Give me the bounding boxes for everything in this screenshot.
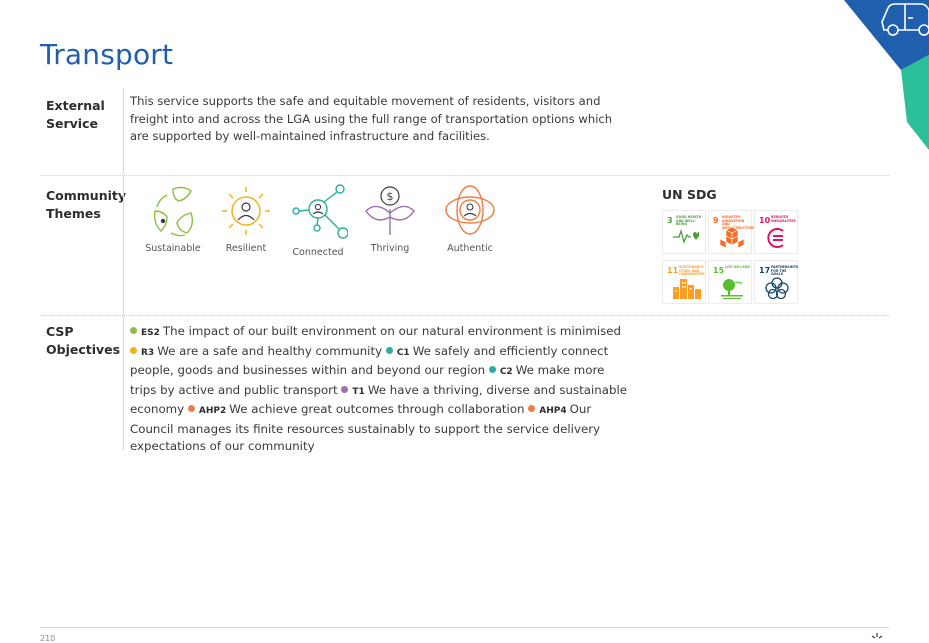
theme-label: Authentic: [447, 243, 493, 254]
label-line: Themes: [46, 205, 101, 221]
objective-code: T1: [352, 386, 365, 397]
sdg-number: 3: [667, 216, 673, 225]
theme-label: Thriving: [370, 243, 410, 254]
column-divider: [123, 88, 124, 175]
sdg-text: GOOD HEALTH AND WELL-BEING: [676, 215, 702, 227]
sdg-tile-11: 11 SUSTAINABLE CITIES AND COMMUNITIES: [662, 260, 706, 304]
theme-resilient: Resilient: [211, 183, 281, 254]
objective-text: The impact of our built environment on o…: [162, 324, 622, 338]
objective-text: Our Council manages its finite resources…: [130, 402, 601, 453]
un-sdg-grid: 3 GOOD HEALTH AND WELL-BEING 9 INDUSTRY,…: [662, 210, 800, 306]
sdg-tile-15: 15 LIFE ON LAND: [708, 260, 752, 304]
theme-label: Sustainable: [145, 243, 201, 254]
theme-label: Resilient: [225, 243, 267, 254]
objective-text: We make more trips by active and public …: [130, 363, 605, 397]
objective-code: C1: [396, 347, 410, 358]
csp-objective-r3: R3 We are a safe and healthy community: [130, 344, 382, 358]
objective-code: ES2: [141, 328, 160, 338]
sdg-text: REDUCED INEQUALITIES: [771, 215, 796, 223]
equals-circle-icon: [767, 228, 784, 248]
rings-icon: [765, 277, 789, 299]
sdg-number: 10: [759, 216, 771, 225]
sdg-tile-17: 17 PARTNERSHIPS FOR THE GOALS: [754, 260, 798, 304]
community-themes-label: Community Themes: [46, 187, 126, 222]
row-divider: [40, 175, 889, 176]
page-number: 210: [40, 634, 56, 643]
community-themes: Sustainable Resilient: [138, 183, 518, 263]
theme-connected: Connected: [283, 183, 353, 258]
row-divider: [40, 315, 889, 316]
cubes-icon: [719, 227, 745, 249]
sdg-tile-3: 3 GOOD HEALTH AND WELL-BEING: [662, 210, 706, 254]
sdg-number: 11: [667, 266, 679, 275]
column-divider: [123, 316, 124, 450]
orbit-person-icon: [445, 185, 495, 235]
label-line: CSP: [46, 324, 74, 339]
sdg-text: LIFE ON LAND: [725, 265, 750, 269]
buildings-icon: [673, 279, 701, 299]
page-title: Transport: [40, 38, 174, 71]
footer-divider: [40, 627, 889, 628]
objective-code: AHP4: [539, 406, 567, 416]
csp-objective-ahp4: AHP4 Our Council manages its finite resou…: [130, 402, 600, 453]
sdg-text: SUSTAINABLE CITIES AND COMMUNITIES: [679, 265, 705, 277]
network-person-icon: [292, 184, 348, 239]
sdg-text: PARTNERSHIPS FOR THE GOALS: [771, 265, 799, 277]
objective-dot: [488, 366, 496, 373]
theme-authentic: Authentic: [435, 183, 505, 254]
sdg-text: INDUSTRY, INNOVATION AND INFRASTRUCTURE: [722, 215, 755, 230]
objective-text: We safely and efficiently connect people…: [130, 343, 609, 378]
sdg-number: 17: [759, 266, 771, 275]
csp-objective-es2: ES2 The impact of our built environment o…: [130, 324, 621, 338]
sdg-tile-9: 9 INDUSTRY, INNOVATION AND INFRASTRUCTUR…: [708, 210, 755, 254]
external-service-label: External Service: [46, 97, 105, 132]
objective-dot: [130, 346, 137, 354]
heartbeat-icon: [673, 228, 699, 244]
csp-objective-c1: C1 We safely and efficiently connect peop…: [130, 344, 608, 378]
corner-decoration: [844, 0, 929, 150]
objective-dot: [187, 405, 195, 412]
objective-dot: [130, 327, 137, 334]
theme-sustainable: Sustainable: [138, 183, 208, 254]
leaf-recycle-icon: [153, 186, 194, 237]
objective-dot: [341, 385, 349, 393]
label-line: Community: [46, 188, 127, 203]
dollar-plant-icon: $: [365, 186, 415, 235]
theme-thriving: $ Thriving: [355, 183, 425, 254]
logo-mark-icon: [871, 633, 883, 639]
objective-code: AHP2: [198, 406, 227, 416]
objective-code: C2: [499, 367, 513, 377]
label-line: Objectives: [46, 341, 121, 357]
svg-text:$: $: [387, 190, 394, 203]
objective-dot: [528, 405, 536, 412]
csp-objective-c2: C2 We make more trips by active and publi…: [130, 363, 604, 397]
theme-label: Connected: [292, 247, 344, 258]
sdg-number: 9: [713, 216, 719, 225]
objective-text: We have a thriving, diverse and sustaina…: [130, 382, 628, 417]
csp-objectives-list: ES2 The impact of our built environment o…: [130, 323, 630, 456]
sdg-number: 15: [713, 266, 725, 275]
csp-objective-ahp2: AHP2 We achieve great outcomes through co…: [187, 402, 525, 416]
objective-text: We achieve great outcomes through collab…: [229, 402, 525, 416]
column-divider: [123, 176, 124, 316]
label-line: Service: [46, 115, 98, 131]
un-sdg-title: UN SDG: [662, 187, 717, 202]
objective-text: We are a safe and healthy community: [157, 343, 383, 358]
sun-person-icon: [222, 187, 270, 235]
csp-objective-t1: T1 We have a thriving, diverse and sustai…: [130, 383, 627, 417]
external-service-text: This service supports the safe and equit…: [130, 94, 613, 143]
tree-icon: [721, 279, 743, 299]
objective-dot: [385, 346, 393, 354]
objective-code: R3: [141, 347, 155, 358]
label-line: External: [46, 98, 105, 113]
sdg-tile-10: 10 REDUCED INEQUALITIES: [754, 210, 798, 254]
csp-objectives-label: CSP Objectives: [46, 323, 120, 358]
